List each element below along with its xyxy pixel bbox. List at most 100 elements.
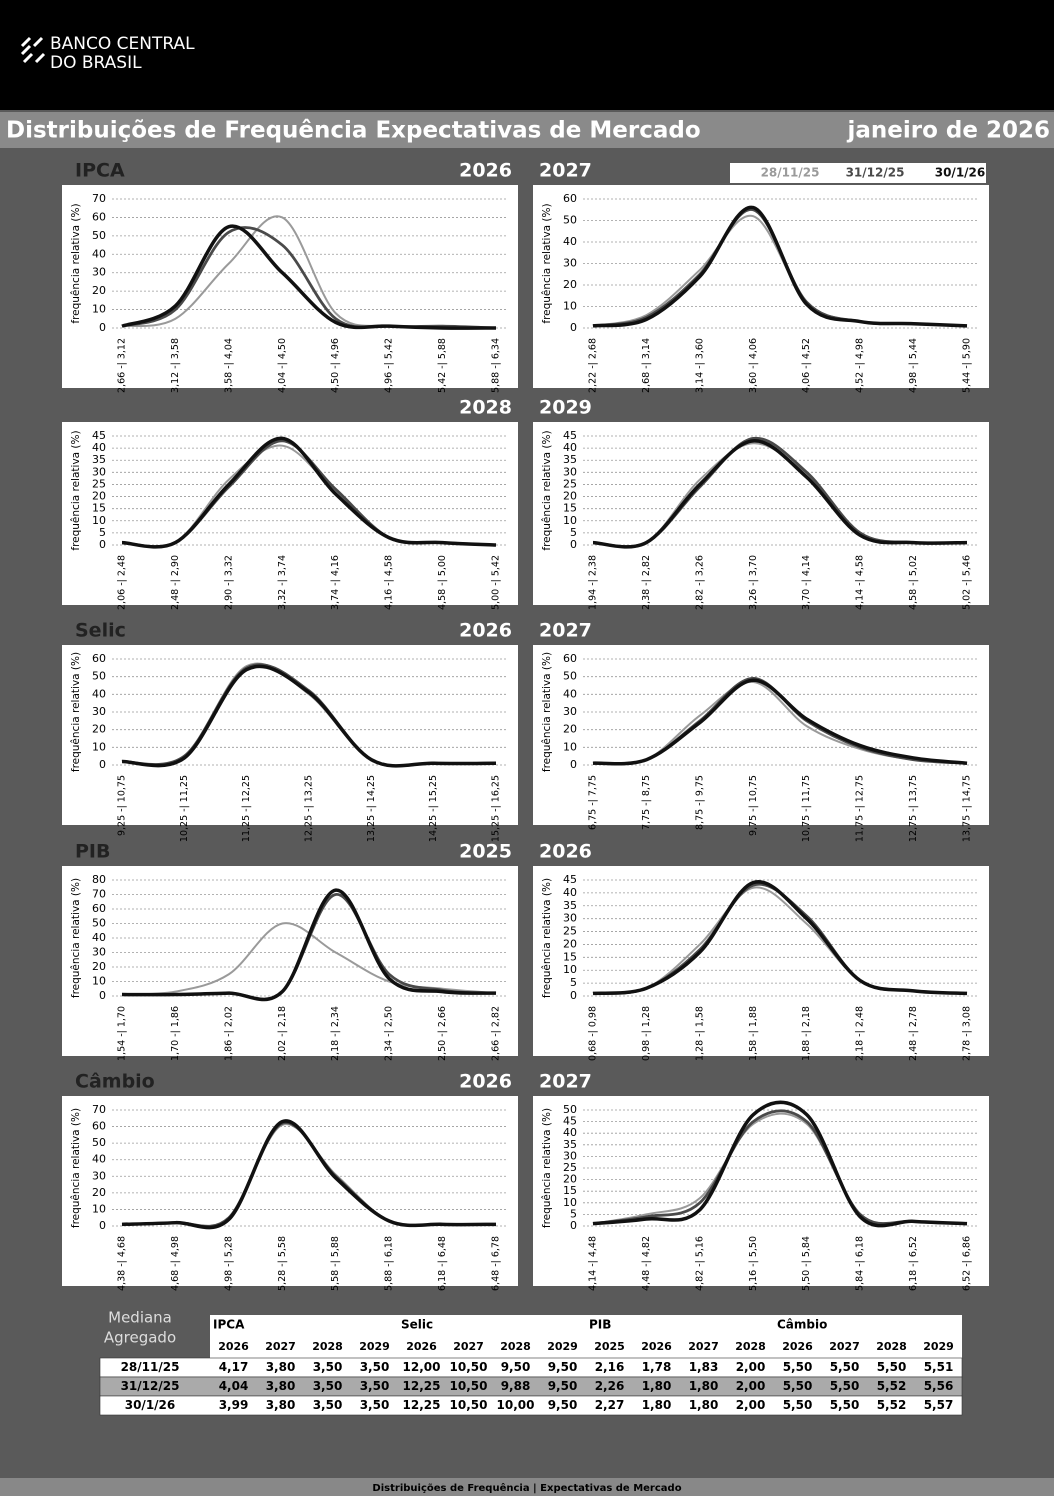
series-line <box>592 439 968 549</box>
x-tick-label: 7,75 -| 8,75 <box>641 775 652 830</box>
table-cell: 12,00 <box>403 1360 441 1374</box>
y-tick-label: 10 <box>92 514 106 527</box>
x-tick-label: 3,12 -| 3,58 <box>170 338 181 393</box>
y-tick-label: 0 <box>570 758 577 771</box>
y-tick-label: 35 <box>563 453 577 466</box>
x-tick-label: 3,70 -| 4,14 <box>801 555 812 610</box>
table-cell: 5,50 <box>830 1379 860 1393</box>
table-cell: 3,50 <box>360 1379 390 1393</box>
x-tick-label: 4,82 -| 5,16 <box>694 1236 705 1291</box>
table-cell: 1,80 <box>642 1379 672 1393</box>
x-tick-label: 5,28 -| 5,58 <box>277 1236 288 1291</box>
table-cell: 9,50 <box>501 1360 531 1374</box>
table-cell: 9,50 <box>548 1360 578 1374</box>
chart-title: 2028 <box>459 397 512 419</box>
y-tick-label: 0 <box>570 989 577 1002</box>
table-corner: Agregado <box>104 1329 176 1347</box>
y-tick-label: 5 <box>570 1207 577 1220</box>
y-tick-label: 0 <box>99 1219 106 1232</box>
table-year: 2029 <box>359 1340 390 1353</box>
y-tick-label: 60 <box>92 902 106 915</box>
x-tick-label: 3,60 -| 4,06 <box>748 338 759 393</box>
x-tick-label: 13,75 -| 14,75 <box>962 775 973 842</box>
table-cell: 5,52 <box>877 1398 907 1412</box>
table-cell: 10,00 <box>497 1398 535 1412</box>
table-cell: 4,17 <box>219 1360 249 1374</box>
series-line <box>592 1100 968 1228</box>
x-tick-label: 2,18 -| 2,48 <box>855 1006 866 1061</box>
x-tick-label: 2,66 -| 2,82 <box>491 1006 502 1061</box>
x-tick-label: 6,48 -| 6,78 <box>491 1236 502 1291</box>
chart-title: 2027 <box>539 160 592 182</box>
y-tick-label: 30 <box>92 705 106 718</box>
table-date: 28/11/25 <box>121 1360 180 1374</box>
y-tick-label: 10 <box>92 975 106 988</box>
y-tick-label: 50 <box>563 1103 577 1116</box>
series-line <box>121 224 497 330</box>
page-title: Distribuições de Frequência Expectativas… <box>6 118 701 144</box>
table-year: 2026 <box>406 1340 437 1353</box>
y-tick-label: 10 <box>92 303 106 316</box>
y-tick-label: 35 <box>563 899 577 912</box>
y-tick-label: 45 <box>563 429 577 442</box>
x-tick-label: 13,25 -| 14,25 <box>366 775 377 842</box>
x-tick-label: 5,02 -| 5,46 <box>962 555 973 610</box>
x-tick-label: 1,70 -| 1,86 <box>170 1006 181 1061</box>
x-tick-label: 1,28 -| 1,58 <box>694 1006 705 1061</box>
table-cell: 5,50 <box>783 1398 813 1412</box>
chart-panel <box>62 645 518 825</box>
table-cell: 3,80 <box>266 1398 296 1412</box>
table-cell: 2,00 <box>736 1398 766 1412</box>
x-tick-label: 2,68 -| 3,14 <box>641 338 652 393</box>
footer-bar <box>0 1478 1054 1496</box>
series-line <box>121 436 497 549</box>
x-tick-label: 10,25 -| 11,25 <box>179 775 190 842</box>
y-tick-label: 60 <box>92 210 106 223</box>
y-tick-label: 70 <box>92 192 106 205</box>
y-tick-label: 10 <box>563 963 577 976</box>
table-group: IPCA <box>213 1318 245 1332</box>
x-tick-label: 2,22 -| 2,68 <box>588 338 599 393</box>
y-axis-label: frequência relativa (%) <box>70 878 82 998</box>
x-tick-label: 2,02 -| 2,18 <box>277 1006 288 1061</box>
table-cell: 5,57 <box>924 1398 954 1412</box>
table-cell: 2,27 <box>595 1398 625 1412</box>
y-tick-label: 35 <box>563 1138 577 1151</box>
table-corner: Mediana <box>108 1309 172 1327</box>
series-line <box>592 678 968 766</box>
y-tick-label: 25 <box>92 477 106 490</box>
table-cell: 10,50 <box>450 1360 488 1374</box>
table-year: 2028 <box>735 1340 766 1353</box>
table-cell: 5,50 <box>830 1360 860 1374</box>
x-tick-label: 6,52 -| 6,86 <box>962 1236 973 1291</box>
x-tick-label: 5,16 -| 5,50 <box>748 1236 759 1291</box>
x-tick-label: 5,00 -| 5,42 <box>491 555 502 610</box>
x-tick-label: 12,25 -| 13,25 <box>304 775 315 842</box>
x-tick-label: 1,58 -| 1,88 <box>748 1006 759 1061</box>
table-year: 2026 <box>782 1340 813 1353</box>
table-cell: 12,25 <box>403 1398 441 1412</box>
table-cell: 1,80 <box>689 1398 719 1412</box>
x-tick-label: 1,86 -| 2,02 <box>223 1006 234 1061</box>
y-tick-label: 20 <box>563 1173 577 1186</box>
page-date: janeiro de 2026 <box>847 118 1051 144</box>
table-year: 2027 <box>265 1340 296 1353</box>
chart-panel <box>533 645 989 825</box>
table-cell: 4,04 <box>219 1379 249 1393</box>
x-tick-label: 2,06 -| 2,48 <box>117 555 128 610</box>
y-tick-label: 40 <box>563 441 577 454</box>
table-cell: 1,80 <box>689 1379 719 1393</box>
y-tick-label: 50 <box>563 214 577 227</box>
logo-text: BANCO CENTRAL <box>50 34 195 54</box>
x-tick-label: 4,48 -| 4,82 <box>641 1236 652 1291</box>
x-tick-label: 4,16 -| 4,58 <box>384 555 395 610</box>
chart-title: 2026 <box>459 620 512 642</box>
table-cell: 9,88 <box>501 1379 531 1393</box>
y-tick-label: 0 <box>99 989 106 1002</box>
x-tick-label: 6,75 -| 7,75 <box>588 775 599 830</box>
y-tick-label: 60 <box>563 652 577 665</box>
y-tick-label: 50 <box>563 670 577 683</box>
x-tick-label: 2,50 -| 2,66 <box>437 1006 448 1061</box>
x-tick-label: 4,04 -| 4,50 <box>277 338 288 393</box>
table-cell: 3,50 <box>313 1379 343 1393</box>
